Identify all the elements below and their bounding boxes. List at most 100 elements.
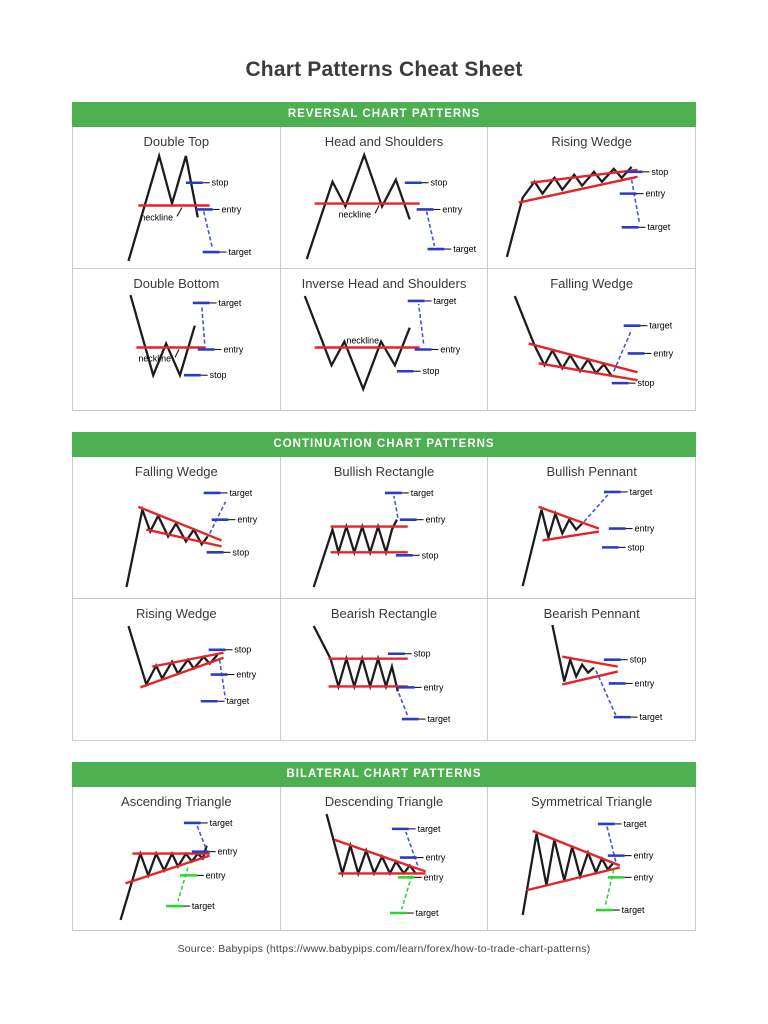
rising-wedge-reversal-diagram: stop entry target [505,166,670,258]
entry-label: entry [442,204,462,214]
target-label: target [229,247,252,257]
trendline [530,168,638,184]
trendline [518,175,638,204]
green-projection-dashed-line [177,867,189,902]
price-line [325,813,417,878]
falling-wedge-reversal-diagram: target entry stop [513,295,673,388]
bilateral-pattern-grid: Ascending Triangle target entry entry targe… [72,787,696,931]
target-label: target [647,222,670,232]
target-down-label: target [192,901,215,911]
symmetrical-triangle-diagram: target entry entry target [521,819,654,916]
target-label: target [219,298,242,308]
target-label: target [428,714,451,724]
pattern-title: Bearish Pennant [543,606,640,621]
target-label: target [230,488,253,498]
blue-projection-dashed-line [209,501,227,534]
stop-label: stop [422,550,439,560]
section-continuation-chart-patterns: CONTINUATION CHART PATTERNS Falling Wedg… [72,432,696,741]
pattern-title: Double Top [143,134,210,149]
target-label: target [433,296,456,306]
price-line [127,151,200,261]
price-line [125,505,209,588]
target-up-label: target [418,824,441,834]
rising-wedge-continuation-diagram: stop entry target [127,625,257,706]
neckline-label: neckline [338,209,371,219]
blue-projection-dashed-line [219,659,227,700]
green-projection-dashed-line [603,869,615,908]
stop-label: stop [431,178,448,188]
stop-label: stop [212,178,229,188]
pattern-title: Falling Wedge [550,276,634,291]
pattern-card-double-bottom: Double Bottom target entry stop neckline [73,269,281,411]
section-header-reversal: REVERSAL CHART PATTERNS [72,102,696,127]
trendline [152,651,225,668]
pattern-card-falling-wedge-reversal: Falling Wedge target entry stop [488,269,696,411]
stop-label: stop [423,366,440,376]
target-label: target [227,696,250,706]
continuation-pattern-grid: Falling Wedge target entry stop Bullish Re… [72,457,696,741]
entry-label: entry [653,348,673,358]
pattern-title: Inverse Head and Shoulders [301,276,467,291]
entry-down-label: entry [424,872,444,882]
pattern-title: Bearish Rectangle [330,606,438,621]
entry-label: entry [440,344,460,354]
price-line [305,151,411,260]
target-label: target [629,487,652,497]
pattern-card-rising-wedge-continuation: Rising Wedge stop entry target [73,599,281,741]
section-bilateral-chart-patterns: BILATERAL CHART PATTERNS Ascending Trian… [72,762,696,931]
pattern-title: Bullish Rectangle [333,464,435,479]
trendline [561,670,618,686]
falling-wedge-continuation-diagram: target entry stop [125,488,258,588]
trendline [537,362,638,382]
pattern-title: Descending Triangle [324,794,444,809]
stop-label: stop [637,378,654,388]
price-line [505,166,633,258]
pattern-title: Head and Shoulders [324,134,444,149]
stop-label: stop [651,167,668,177]
stop-label: stop [629,655,646,665]
neckline-tick [176,207,183,217]
entry-label: entry [634,524,654,534]
price-line [521,509,583,587]
trendline [541,530,599,542]
stop-label: stop [210,370,227,380]
entry-label: entry [238,515,258,525]
blue-projection-dashed-line [612,329,632,372]
trendline [334,838,426,873]
section-header-continuation: CONTINUATION CHART PATTERNS [72,432,696,457]
neckline-label: neckline [141,212,174,222]
blue-projection-dashed-line [203,211,214,250]
bearish-rectangle-diagram: stop entry target [312,625,451,724]
trendline [537,505,599,530]
trendline [140,656,225,689]
pattern-card-bullish-rectangle: Bullish Rectangle target entry stop [280,457,489,599]
entry-label: entry [426,515,446,525]
stop-label: stop [627,542,644,552]
stop-label: stop [235,645,252,655]
entry-down-label: entry [633,872,653,882]
descending-triangle-diagram: target entry entry target [325,813,446,918]
pattern-card-descending-triangle: Descending Triangle target entry entry targ… [280,787,489,931]
pattern-title: Rising Wedge [551,134,633,149]
trendline [526,866,620,892]
entry-label: entry [645,189,665,199]
stop-label: stop [414,649,431,659]
blue-projection-dashed-line [417,303,425,344]
head-and-shoulders-diagram: stop entry target neckline [305,151,477,260]
pattern-card-double-top: Double Top stop entry target neckline [73,127,281,269]
target-label: target [639,712,662,722]
pattern-title: Double Bottom [133,276,220,291]
entry-down-label: entry [206,870,226,880]
blue-projection-dashed-line [196,824,207,848]
trendline [146,528,223,548]
page-title: Chart Patterns Cheat Sheet [245,58,523,81]
trendline [561,655,618,668]
pattern-title: Falling Wedge [134,464,218,479]
blue-projection-dashed-line [594,670,617,716]
blue-projection-dashed-line [425,211,436,247]
pattern-card-bearish-rectangle: Bearish Rectangle stop entry target [280,599,489,741]
trendline [125,854,211,885]
target-down-label: target [621,905,644,915]
pattern-card-head-and-shoulders: Head and Shoulders stop entry target neckli… [280,127,489,269]
